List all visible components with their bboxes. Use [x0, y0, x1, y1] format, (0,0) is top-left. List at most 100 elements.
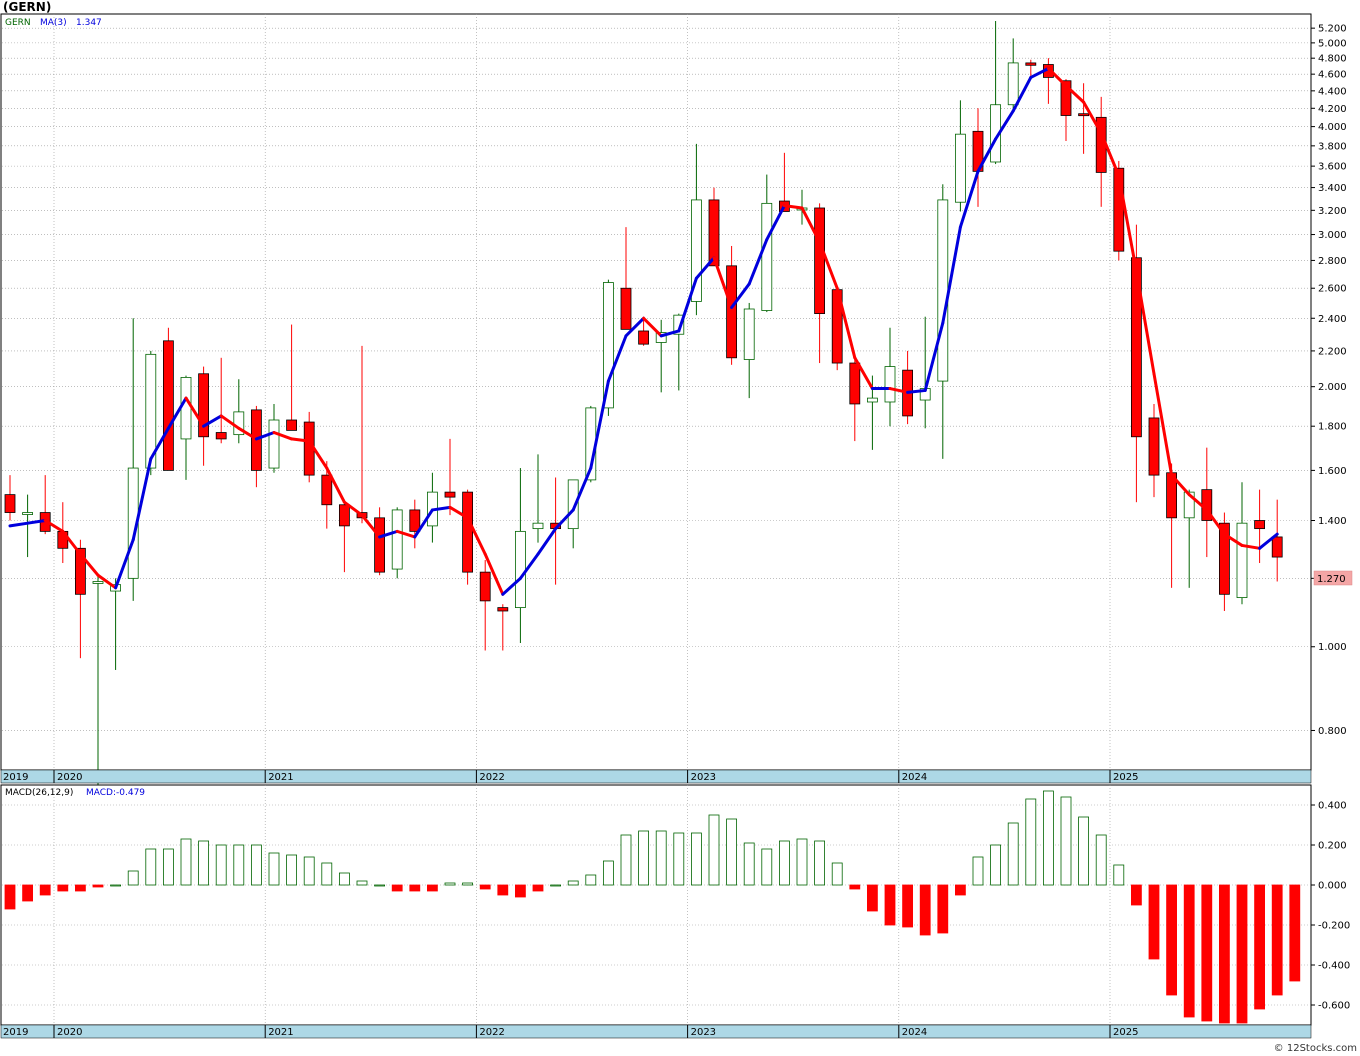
ma-segment — [958, 169, 980, 229]
candle-body — [603, 282, 614, 409]
ma-segment — [466, 516, 487, 556]
price-tick-label: 4.000 — [1318, 122, 1347, 133]
macd-bar — [955, 884, 966, 896]
macd-tick-label: 0.200 — [1318, 841, 1347, 852]
macd-bar — [1095, 834, 1107, 886]
ma-segment — [342, 500, 364, 517]
macd-bar — [92, 884, 104, 888]
candle-body — [92, 581, 104, 584]
year-label: 2022 — [479, 772, 504, 783]
year-label: 2019 — [3, 1027, 28, 1038]
candle-body — [761, 202, 773, 311]
ma-segment — [78, 552, 100, 577]
year-label: 2019 — [3, 772, 28, 783]
candle-body — [1271, 536, 1283, 558]
candle-body — [743, 308, 755, 360]
candle-body — [1236, 522, 1248, 598]
candle-body — [884, 366, 896, 403]
macd-bar — [303, 856, 315, 886]
macd-bar — [761, 848, 773, 886]
macd-bar — [884, 884, 896, 926]
macd-bar — [444, 882, 456, 886]
macd-bar — [867, 884, 878, 912]
macd-bar — [779, 840, 790, 886]
macd-bar — [391, 884, 403, 892]
chart-title: (GERN) — [3, 0, 51, 14]
macd-bar — [990, 844, 1001, 886]
macd-legend-label: MACD(26,12,9) — [5, 788, 73, 798]
ma-segment — [677, 276, 698, 333]
price-y-axis: 0.8001.0001.2001.4001.6001.8002.0002.200… — [1311, 24, 1347, 737]
ma-segment — [694, 256, 716, 280]
last-price-marker: 1.270 — [1313, 570, 1353, 586]
macd-bar — [814, 840, 825, 886]
year-label: 2021 — [268, 1027, 293, 1038]
candle-body — [567, 479, 579, 530]
macd-bar — [550, 884, 561, 887]
macd-bar — [1007, 822, 1019, 886]
ma-segment — [378, 529, 399, 539]
macd-bar — [1078, 816, 1089, 886]
ma-segment — [747, 238, 769, 286]
ma-segment — [114, 538, 135, 590]
last-price-label: 1.270 — [1317, 574, 1346, 585]
x-axis-band-bottom — [0, 1024, 1312, 1039]
credit-text: © 12Stocks.com — [1274, 1043, 1357, 1054]
price-tick-label: 2.600 — [1318, 284, 1347, 295]
legend-symbol: GERN — [5, 18, 31, 28]
year-axis-bottom: 2019 2020 2021 2022 2023 2024 2025 — [3, 1025, 1138, 1038]
macd-bar — [321, 862, 333, 886]
moving-average-line — [8, 66, 1279, 596]
price-tick-label: 4.800 — [1318, 54, 1347, 65]
ma-segment — [395, 529, 417, 539]
macd-bar — [849, 884, 861, 890]
ma-segment — [1117, 174, 1138, 273]
macd-bar — [1254, 884, 1265, 1010]
ma-segment — [1046, 66, 1068, 88]
macd-bar — [145, 848, 157, 886]
ma-segment — [853, 356, 874, 391]
macd-bar — [180, 838, 192, 886]
macd-bar — [1289, 884, 1301, 982]
candle-body — [691, 199, 702, 302]
candle-body — [532, 522, 544, 530]
candle-body — [391, 509, 403, 570]
candle-body — [638, 330, 649, 345]
ma-segment — [254, 431, 276, 441]
macd-bar — [215, 844, 227, 886]
macd-bar — [532, 884, 544, 892]
ma-segment — [1099, 131, 1121, 178]
year-label: 2024 — [902, 772, 927, 783]
macd-bar — [902, 884, 913, 928]
macd-bar — [1219, 884, 1230, 1024]
price-tick-label: 2.200 — [1318, 346, 1347, 357]
candle-body — [849, 362, 861, 405]
price-tick-label: 3.600 — [1318, 162, 1347, 173]
ma-segment — [994, 109, 1015, 141]
candle-body — [620, 287, 632, 330]
ma-segment — [571, 466, 593, 512]
candle-body — [726, 265, 737, 359]
macd-bar — [585, 874, 597, 886]
macd-bar — [338, 872, 350, 886]
ma-segment — [1011, 75, 1033, 113]
candle-body — [955, 133, 966, 203]
macd-bar — [198, 840, 210, 886]
candle-body — [321, 474, 333, 506]
price-tick-label: 5.000 — [1318, 38, 1347, 49]
macd-bar — [462, 882, 474, 886]
macd-bar — [1148, 884, 1160, 960]
ma-segment — [1029, 66, 1050, 79]
macd-bar — [75, 884, 86, 892]
price-tick-label: 4.600 — [1318, 70, 1347, 81]
ma-segment — [1240, 543, 1262, 550]
ma-segment — [483, 552, 505, 596]
macd-bar — [374, 884, 386, 887]
candle-body — [1060, 80, 1072, 116]
macd-bar — [479, 884, 491, 890]
candle-body — [479, 571, 491, 602]
macd-bar — [1131, 884, 1142, 906]
macd-bar — [39, 884, 51, 896]
candle-body — [1025, 62, 1037, 66]
